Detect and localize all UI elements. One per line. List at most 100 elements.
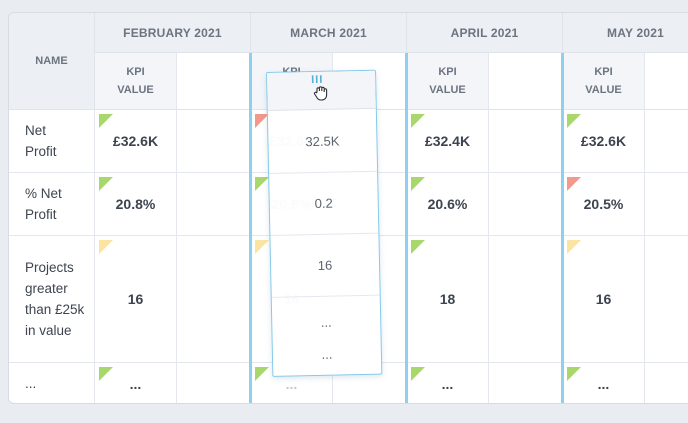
kpi-value-cell[interactable]: 16 xyxy=(563,236,645,363)
status-indicator-icon xyxy=(411,177,425,191)
kpi-value-text: ... xyxy=(129,375,142,392)
month-header-may: MAY 2021 xyxy=(563,13,688,53)
kpi-value-header[interactable]: KPI VALUE xyxy=(563,53,645,110)
row-label-percent-net-profit: % Net Profit xyxy=(9,173,95,236)
kpi-value-cell[interactable]: ... xyxy=(407,363,489,403)
row-label-text: Projects greater than £25k in value xyxy=(25,260,85,338)
kpi-value-text: 16 xyxy=(595,291,612,307)
kpi-header-label: KPI VALUE xyxy=(429,63,465,99)
empty-subheader xyxy=(489,53,563,110)
kpi-line1: KPI xyxy=(594,66,613,78)
dragged-cell-value: 16 xyxy=(317,257,333,273)
kpi-header-label: KPI VALUE xyxy=(117,63,153,99)
kpi-value-cell[interactable]: £32.4K xyxy=(407,110,489,173)
status-indicator-icon xyxy=(567,240,581,254)
kpi-line2: VALUE xyxy=(117,84,154,96)
dragged-cell: 0.2 xyxy=(269,171,379,236)
grab-hand-icon xyxy=(313,86,328,101)
dragged-column[interactable]: III 32.5K 0.2 16 ... ... xyxy=(266,69,383,377)
kpi-value-cell[interactable]: ... xyxy=(95,363,177,403)
kpi-line2: VALUE xyxy=(585,84,622,96)
status-indicator-icon xyxy=(99,367,113,381)
empty-cell xyxy=(489,173,563,236)
kpi-value-cell[interactable]: £32.6K xyxy=(563,110,645,173)
dragged-cell: ... xyxy=(273,333,382,375)
empty-cell xyxy=(645,236,688,363)
kpi-value-text: 20.8% xyxy=(115,196,156,212)
empty-cell xyxy=(177,110,251,173)
kpi-value-text: 18 xyxy=(439,291,456,307)
kpi-value-text: 20.6% xyxy=(427,196,468,212)
dragged-cell: 16 xyxy=(270,233,380,298)
kpi-value-header[interactable]: KPI VALUE xyxy=(95,53,177,110)
month-label: MAY 2021 xyxy=(607,25,664,40)
status-indicator-icon xyxy=(411,367,425,381)
column-drop-indicator xyxy=(249,53,252,403)
dragged-cell-value: ... xyxy=(320,314,332,330)
empty-cell xyxy=(645,173,688,236)
kpi-value-cell[interactable]: 20.8% xyxy=(95,173,177,236)
status-indicator-icon xyxy=(255,367,269,381)
kpi-value-text: ... xyxy=(597,375,610,392)
month-label: MARCH 2021 xyxy=(290,25,367,40)
row-label-net-profit: Net Profit xyxy=(9,110,95,173)
kpi-value-cell[interactable]: ... xyxy=(563,363,645,403)
month-header-february: FEBRUARY 2021 xyxy=(95,13,251,53)
row-label-text: ... xyxy=(25,376,37,391)
empty-cell xyxy=(645,363,688,403)
status-indicator-icon xyxy=(99,240,113,254)
name-column-header: NAME xyxy=(9,13,95,110)
column-drop-indicator xyxy=(405,53,408,403)
kpi-value-text: ... xyxy=(285,375,298,392)
empty-subheader xyxy=(177,53,251,110)
kpi-value-text: 20.5% xyxy=(583,196,624,212)
kpi-value-cell[interactable]: 18 xyxy=(407,236,489,363)
kpi-value-cell[interactable]: ... xyxy=(251,363,333,403)
status-indicator-icon xyxy=(567,367,581,381)
kpi-header-label: KPI VALUE xyxy=(585,63,621,99)
status-indicator-icon xyxy=(99,177,113,191)
kpi-line2: VALUE xyxy=(429,84,466,96)
kpi-line1: KPI xyxy=(126,66,145,78)
name-header-label: NAME xyxy=(35,55,68,67)
month-header-april: APRIL 2021 xyxy=(407,13,563,53)
empty-subheader xyxy=(645,53,688,110)
empty-cell xyxy=(177,173,251,236)
kpi-value-text: £32.6K xyxy=(580,133,627,149)
month-label: APRIL 2021 xyxy=(450,25,519,40)
row-label-projects: Projects greater than £25k in value xyxy=(9,236,95,363)
dragged-cell-value: 0.2 xyxy=(314,195,333,212)
kpi-value-cell[interactable]: £32.6K xyxy=(95,110,177,173)
kpi-value-cell[interactable]: 16 xyxy=(95,236,177,363)
column-drop-indicator xyxy=(561,53,564,403)
kpi-value-header[interactable]: KPI VALUE xyxy=(407,53,489,110)
row-label-more: ... xyxy=(9,363,95,403)
month-header-march: MARCH 2021 xyxy=(251,13,407,53)
kpi-value-text: 16 xyxy=(127,291,144,307)
status-indicator-icon xyxy=(255,240,269,254)
kpi-value-text: £32.6K xyxy=(112,133,159,149)
kpi-value-text: ... xyxy=(441,375,454,392)
empty-cell xyxy=(177,236,251,363)
empty-cell xyxy=(489,236,563,363)
month-label: FEBRUARY 2021 xyxy=(123,25,222,40)
kpi-value-text: £32.4K xyxy=(424,133,471,149)
status-indicator-icon xyxy=(411,240,425,254)
status-indicator-icon xyxy=(567,114,581,128)
kpi-value-cell[interactable]: 20.6% xyxy=(407,173,489,236)
status-indicator-icon xyxy=(567,177,581,191)
empty-cell xyxy=(645,110,688,173)
dragged-cell: 32.5K xyxy=(267,108,378,174)
dragged-cell-value: ... xyxy=(321,346,333,362)
status-indicator-icon xyxy=(411,114,425,128)
empty-cell xyxy=(177,363,251,403)
row-label-text: % Net Profit xyxy=(25,186,62,222)
kpi-value-cell[interactable]: 20.5% xyxy=(563,173,645,236)
row-label-text: Net Profit xyxy=(25,123,57,159)
status-indicator-icon xyxy=(255,114,269,128)
dragged-cell-value: 32.5K xyxy=(305,132,340,149)
empty-cell xyxy=(489,363,563,403)
empty-cell xyxy=(489,110,563,173)
kpi-line1: KPI xyxy=(438,66,457,78)
status-indicator-icon xyxy=(99,114,113,128)
